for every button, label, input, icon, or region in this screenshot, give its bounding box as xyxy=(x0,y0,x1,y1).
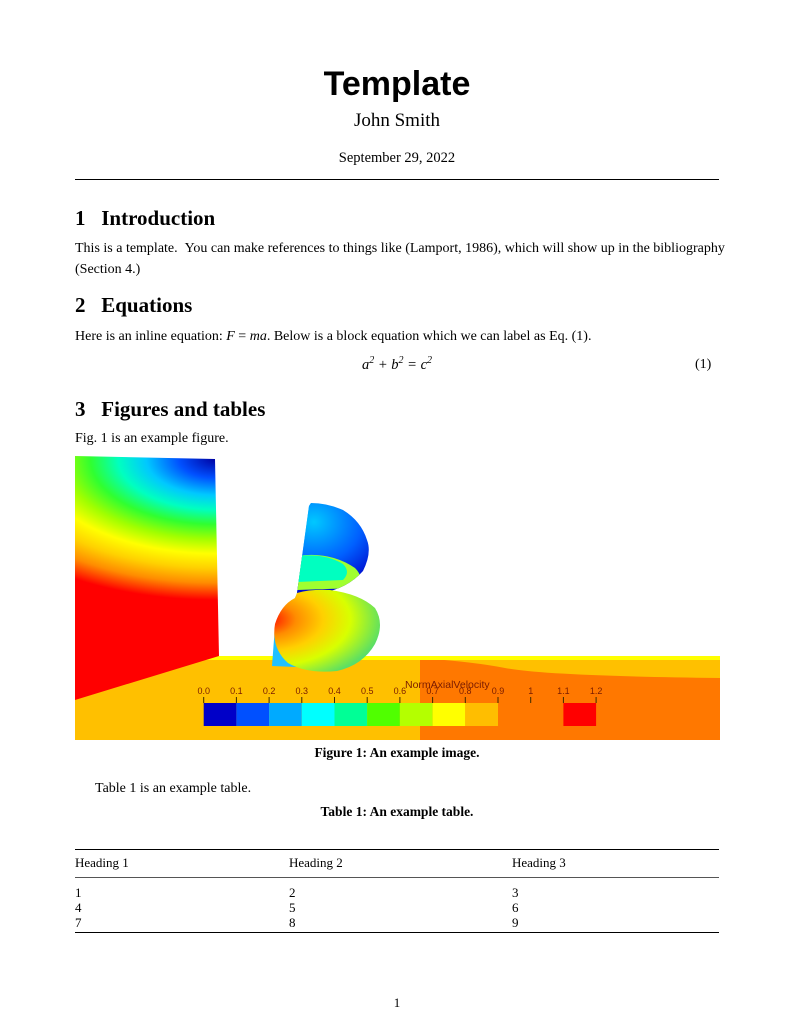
svg-text:0.2: 0.2 xyxy=(263,686,276,696)
svg-text:1: 1 xyxy=(528,686,533,696)
svg-text:0.3: 0.3 xyxy=(296,686,309,696)
svg-text:0.0: 0.0 xyxy=(197,686,210,696)
svg-text:NormAxialVelocity: NormAxialVelocity xyxy=(405,679,490,691)
svg-text:1.1: 1.1 xyxy=(557,686,570,696)
svg-text:0.1: 0.1 xyxy=(230,686,243,696)
svg-text:0.9: 0.9 xyxy=(492,686,505,696)
svg-text:0.4: 0.4 xyxy=(328,686,341,696)
svg-text:1.2: 1.2 xyxy=(590,686,603,696)
svg-text:0.5: 0.5 xyxy=(361,686,374,696)
